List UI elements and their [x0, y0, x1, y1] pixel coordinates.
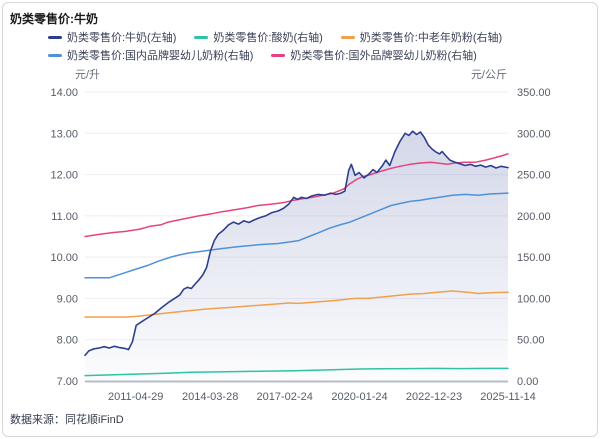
- right-axis-tick: 350.00: [517, 87, 551, 99]
- right-axis-tick: 150.00: [517, 252, 551, 264]
- left-axis-tick: 13.00: [50, 128, 78, 140]
- legend-item-milk[interactable]: 奶类零售价:牛奶(左轴): [48, 30, 176, 44]
- legend-dash-icon: [340, 35, 355, 39]
- data-source-note: 数据来源：同花顺iFinD: [10, 414, 124, 426]
- x-axis-tick: 2020-01-24: [331, 391, 387, 403]
- legend-item-yogurt[interactable]: 奶类零售价:酸奶(右轴): [194, 30, 323, 44]
- series-line-3: [84, 192, 509, 279]
- x-axis-tick: 2025-11-14: [480, 391, 535, 403]
- x-axis-tick: 2011-04-29: [108, 391, 163, 403]
- chart-legend: 奶类零售价:牛奶(左轴) 奶类零售价:酸奶(右轴) 奶类零售价:中老年奶粉(右轴…: [48, 30, 528, 62]
- x-axis-tick: 2017-02-24: [257, 391, 313, 403]
- left-axis-tick: 14.00: [50, 87, 78, 99]
- milk-area-fill: [85, 131, 508, 381]
- series-line-1: [84, 367, 509, 377]
- right-axis-tick: 0.00: [517, 376, 538, 388]
- legend-item-foreign-infant-formula[interactable]: 奶类零售价:国外品牌婴幼儿奶粉(右轴): [271, 48, 477, 62]
- left-axis-tick: 12.00: [50, 170, 78, 182]
- right-axis-tick: 100.00: [517, 293, 551, 305]
- legend-dash-icon: [271, 53, 286, 57]
- left-axis-tick: 11.00: [51, 211, 78, 223]
- right-axis-unit-label: 元/公斤: [470, 69, 507, 81]
- legend-dash-icon: [48, 35, 62, 39]
- legend-label: 奶类零售价:中老年奶粉(右轴): [359, 32, 503, 44]
- left-axis-tick: 7.00: [57, 376, 78, 388]
- legend-label: 奶类零售价:酸奶(右轴): [213, 32, 323, 44]
- left-axis-tick: 9.00: [57, 293, 78, 305]
- right-axis-tick: 300.00: [517, 128, 551, 140]
- page-title: 奶类零售价:牛奶: [10, 12, 98, 26]
- series-line-0: [84, 130, 509, 357]
- left-axis-tick: 10.00: [50, 252, 78, 264]
- right-axis-tick: 250.00: [517, 170, 551, 182]
- legend-item-domestic-infant-formula[interactable]: 奶类零售价:国内品牌婴幼儿奶粉(右轴): [48, 48, 253, 62]
- legend-label: 奶类零售价:国外品牌婴幼儿奶粉(右轴): [290, 50, 477, 62]
- legend-dash-icon: [194, 35, 209, 39]
- left-axis-unit-label: 元/升: [75, 69, 101, 81]
- right-axis-tick: 50.00: [517, 335, 545, 347]
- x-axis-tick: 2014-03-28: [182, 391, 238, 403]
- left-axis-tick: 8.00: [57, 335, 78, 347]
- legend-dash-icon: [48, 53, 62, 57]
- x-axis-tick: 2022-12-23: [406, 391, 462, 403]
- legend-label: 奶类零售价:牛奶(左轴): [67, 32, 177, 44]
- right-axis-tick: 200.00: [517, 211, 551, 223]
- legend-label: 奶类零售价:国内品牌婴幼儿奶粉(右轴): [67, 50, 254, 62]
- legend-item-senior-milk-powder[interactable]: 奶类零售价:中老年奶粉(右轴): [340, 30, 503, 44]
